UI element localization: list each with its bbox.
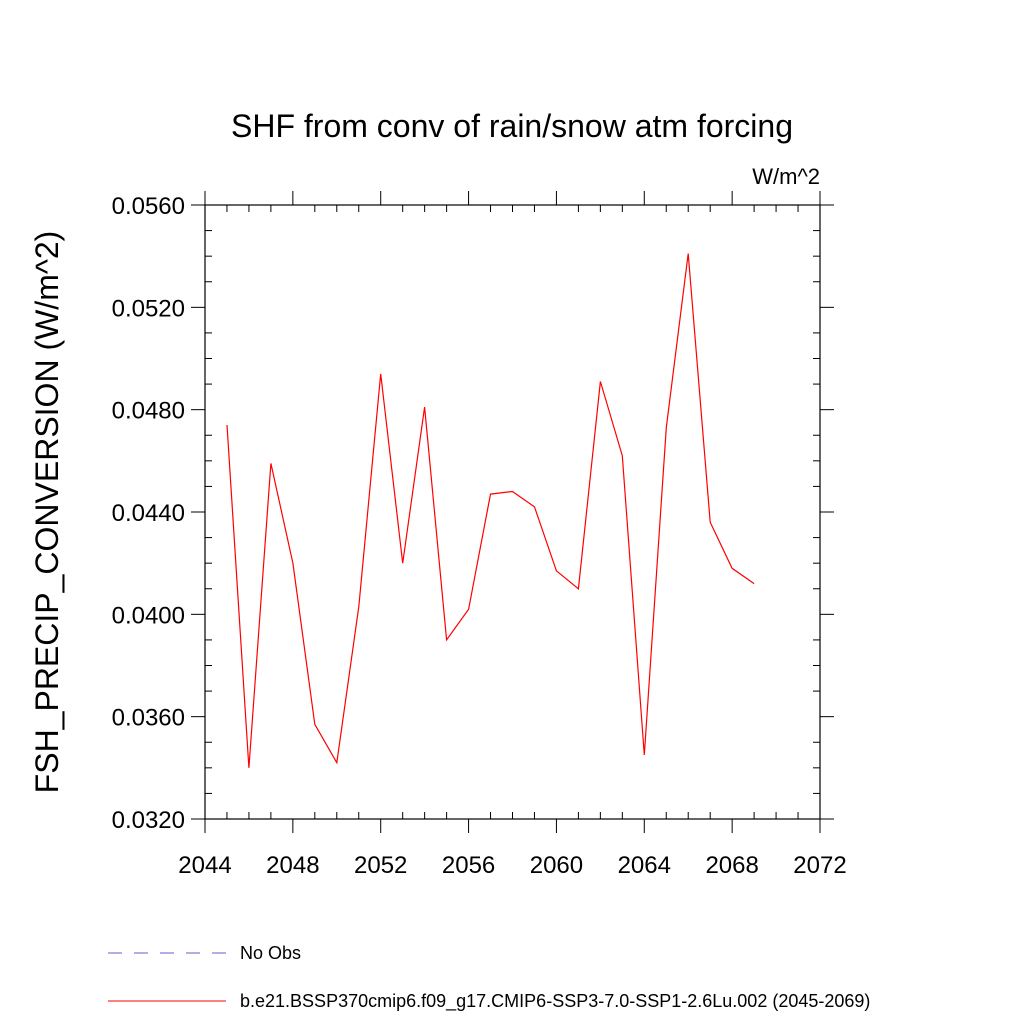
axis-ticks — [191, 191, 834, 833]
chart-title: SHF from conv of rain/snow atm forcing — [231, 108, 793, 144]
y-axis-label: FSH_PRECIP_CONVERSION (W/m^2) — [29, 231, 65, 794]
x-tick-label: 2068 — [705, 852, 758, 879]
y-tick-label: 0.0560 — [112, 193, 185, 220]
y-tick-label: 0.0480 — [112, 398, 185, 425]
x-tick-label: 2064 — [618, 852, 671, 879]
y-tick-label: 0.0320 — [112, 807, 185, 834]
y-tick-label: 0.0440 — [112, 500, 185, 527]
plot-frame — [204, 204, 821, 820]
legend: No Obs b.e21.BSSP370cmip6.f09_g17.CMIP6-S… — [108, 943, 870, 1012]
x-tick-label: 2072 — [793, 852, 846, 879]
x-tick-label: 2044 — [178, 852, 231, 879]
x-tick-label: 2060 — [530, 852, 583, 879]
units-label: W/m^2 — [752, 164, 820, 189]
legend-label: b.e21.BSSP370cmip6.f09_g17.CMIP6-SSP3-7.… — [240, 991, 870, 1012]
series-line — [226, 253, 755, 768]
x-tick-label: 2056 — [442, 852, 495, 879]
x-tick-label: 2048 — [266, 852, 319, 879]
y-tick-label: 0.0400 — [112, 602, 185, 629]
series-layer — [226, 253, 755, 768]
legend-label: No Obs — [240, 943, 301, 963]
y-tick-label: 0.0520 — [112, 295, 185, 322]
y-tick-label: 0.0360 — [112, 705, 185, 732]
x-tick-label: 2052 — [354, 852, 407, 879]
axis-tick-labels: 2044 2048 2052 2056 2060 2064 2068 2072 0.0320 0.… — [112, 193, 847, 879]
